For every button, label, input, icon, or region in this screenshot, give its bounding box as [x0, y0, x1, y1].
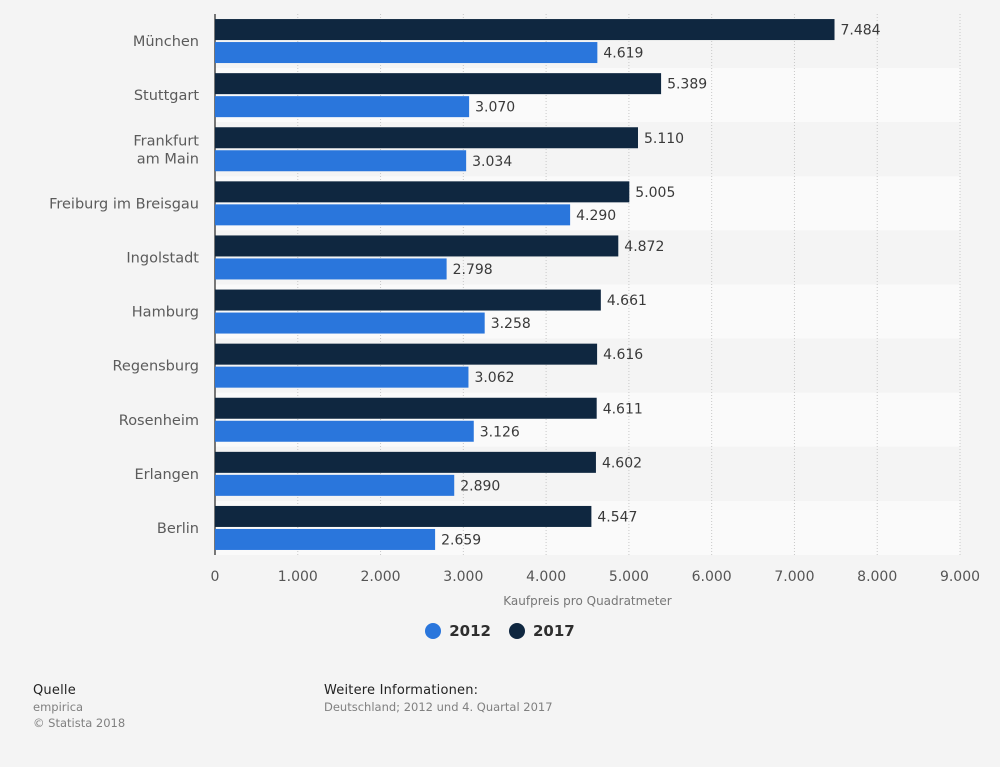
value-label-2012: 3.126: [480, 424, 520, 440]
value-label-2012: 2.798: [453, 262, 493, 278]
category-label: Rosenheim: [119, 413, 199, 429]
value-label-2017: 4.872: [624, 239, 664, 255]
bar-2017: [215, 505, 592, 527]
x-axis-title: Kaufpreis pro Quadratmeter: [503, 594, 672, 608]
value-label-2012: 3.062: [474, 370, 514, 386]
bar-2017: [215, 181, 630, 203]
category-label: Frankfurt am Main: [133, 133, 199, 167]
bar-2017: [215, 127, 638, 149]
legend-label-2017: 2017: [533, 622, 575, 640]
x-tick-label: 4.000: [526, 569, 566, 585]
x-tick-label: 0: [211, 569, 220, 585]
category-label: Freiburg im Breisgau: [49, 196, 199, 212]
x-tick-label: 5.000: [609, 569, 649, 585]
category-label: Erlangen: [134, 467, 199, 483]
value-label-2012: 3.070: [475, 100, 515, 116]
source-block: Quelle empirica © Statista 2018: [33, 683, 125, 730]
category-label: München: [133, 34, 199, 50]
bar-2017: [215, 397, 597, 419]
category-label: Regensburg: [112, 359, 199, 375]
bar-2017: [215, 73, 662, 95]
value-label-2012: 4.619: [603, 46, 643, 62]
category-label: Hamburg: [132, 305, 199, 321]
value-label-2017: 5.005: [635, 185, 675, 201]
category-label: Berlin: [157, 521, 199, 537]
bar-chart: München 7.484 4.619 Stuttgart 5.389 3.070 Fran…: [49, 14, 980, 608]
bar-2017: [215, 451, 596, 473]
value-label-2017: 4.602: [602, 455, 642, 471]
value-label-2017: 4.611: [603, 401, 643, 417]
legend-dot-2017: [509, 623, 525, 639]
value-label-2012: 3.034: [472, 154, 512, 170]
value-label-2017: 7.484: [841, 23, 881, 39]
value-label-2017: 5.110: [644, 131, 684, 147]
bar-2012: [215, 42, 598, 64]
bar-2012: [215, 528, 436, 550]
value-label-2017: 5.389: [667, 77, 707, 93]
bar-2017: [215, 289, 601, 311]
value-label-2012: 2.659: [441, 532, 481, 548]
category-label: Stuttgart: [134, 88, 200, 104]
bar-2012: [215, 204, 571, 226]
bar-2017: [215, 343, 598, 365]
info-text: Deutschland; 2012 und 4. Quartal 2017: [324, 700, 553, 714]
chart-legend: 2012 2017: [0, 622, 1000, 640]
legend-label-2012: 2012: [449, 622, 491, 640]
x-tick-label: 6.000: [692, 569, 732, 585]
source-name: empirica: [33, 700, 84, 714]
bar-2017: [215, 235, 619, 257]
bar-2012: [215, 420, 474, 442]
x-tick-label: 9.000: [940, 569, 980, 585]
bar-2012: [215, 150, 467, 172]
x-tick-label: 3.000: [443, 569, 483, 585]
bar-2012: [215, 474, 455, 496]
info-heading[interactable]: Weitere Informationen:: [324, 683, 479, 698]
x-tick-label: 8.000: [857, 569, 897, 585]
copyright: © Statista 2018: [33, 716, 126, 730]
bar-2012: [215, 258, 447, 280]
x-tick-label: 1.000: [278, 569, 318, 585]
x-tick-label: 7.000: [774, 569, 814, 585]
source-heading[interactable]: Quelle: [33, 683, 76, 698]
value-label-2017: 4.616: [603, 347, 643, 363]
bar-2017: [215, 19, 835, 41]
legend-item-2017[interactable]: 2017: [509, 622, 575, 640]
value-label-2012: 4.290: [576, 208, 616, 224]
x-tick-label: 2.000: [361, 569, 401, 585]
bar-2012: [215, 96, 470, 118]
category-label: Ingolstadt: [126, 250, 199, 266]
legend-dot-2012: [425, 623, 442, 639]
bar-2012: [215, 312, 485, 334]
value-label-2012: 2.890: [460, 478, 500, 494]
value-label-2017: 4.661: [607, 293, 647, 309]
info-block: Weitere Informationen: Deutschland; 2012…: [324, 683, 553, 714]
legend-item-2012[interactable]: 2012: [425, 622, 491, 640]
value-label-2012: 3.258: [491, 316, 531, 332]
value-label-2017: 4.547: [597, 509, 637, 525]
bar-2012: [215, 366, 469, 388]
